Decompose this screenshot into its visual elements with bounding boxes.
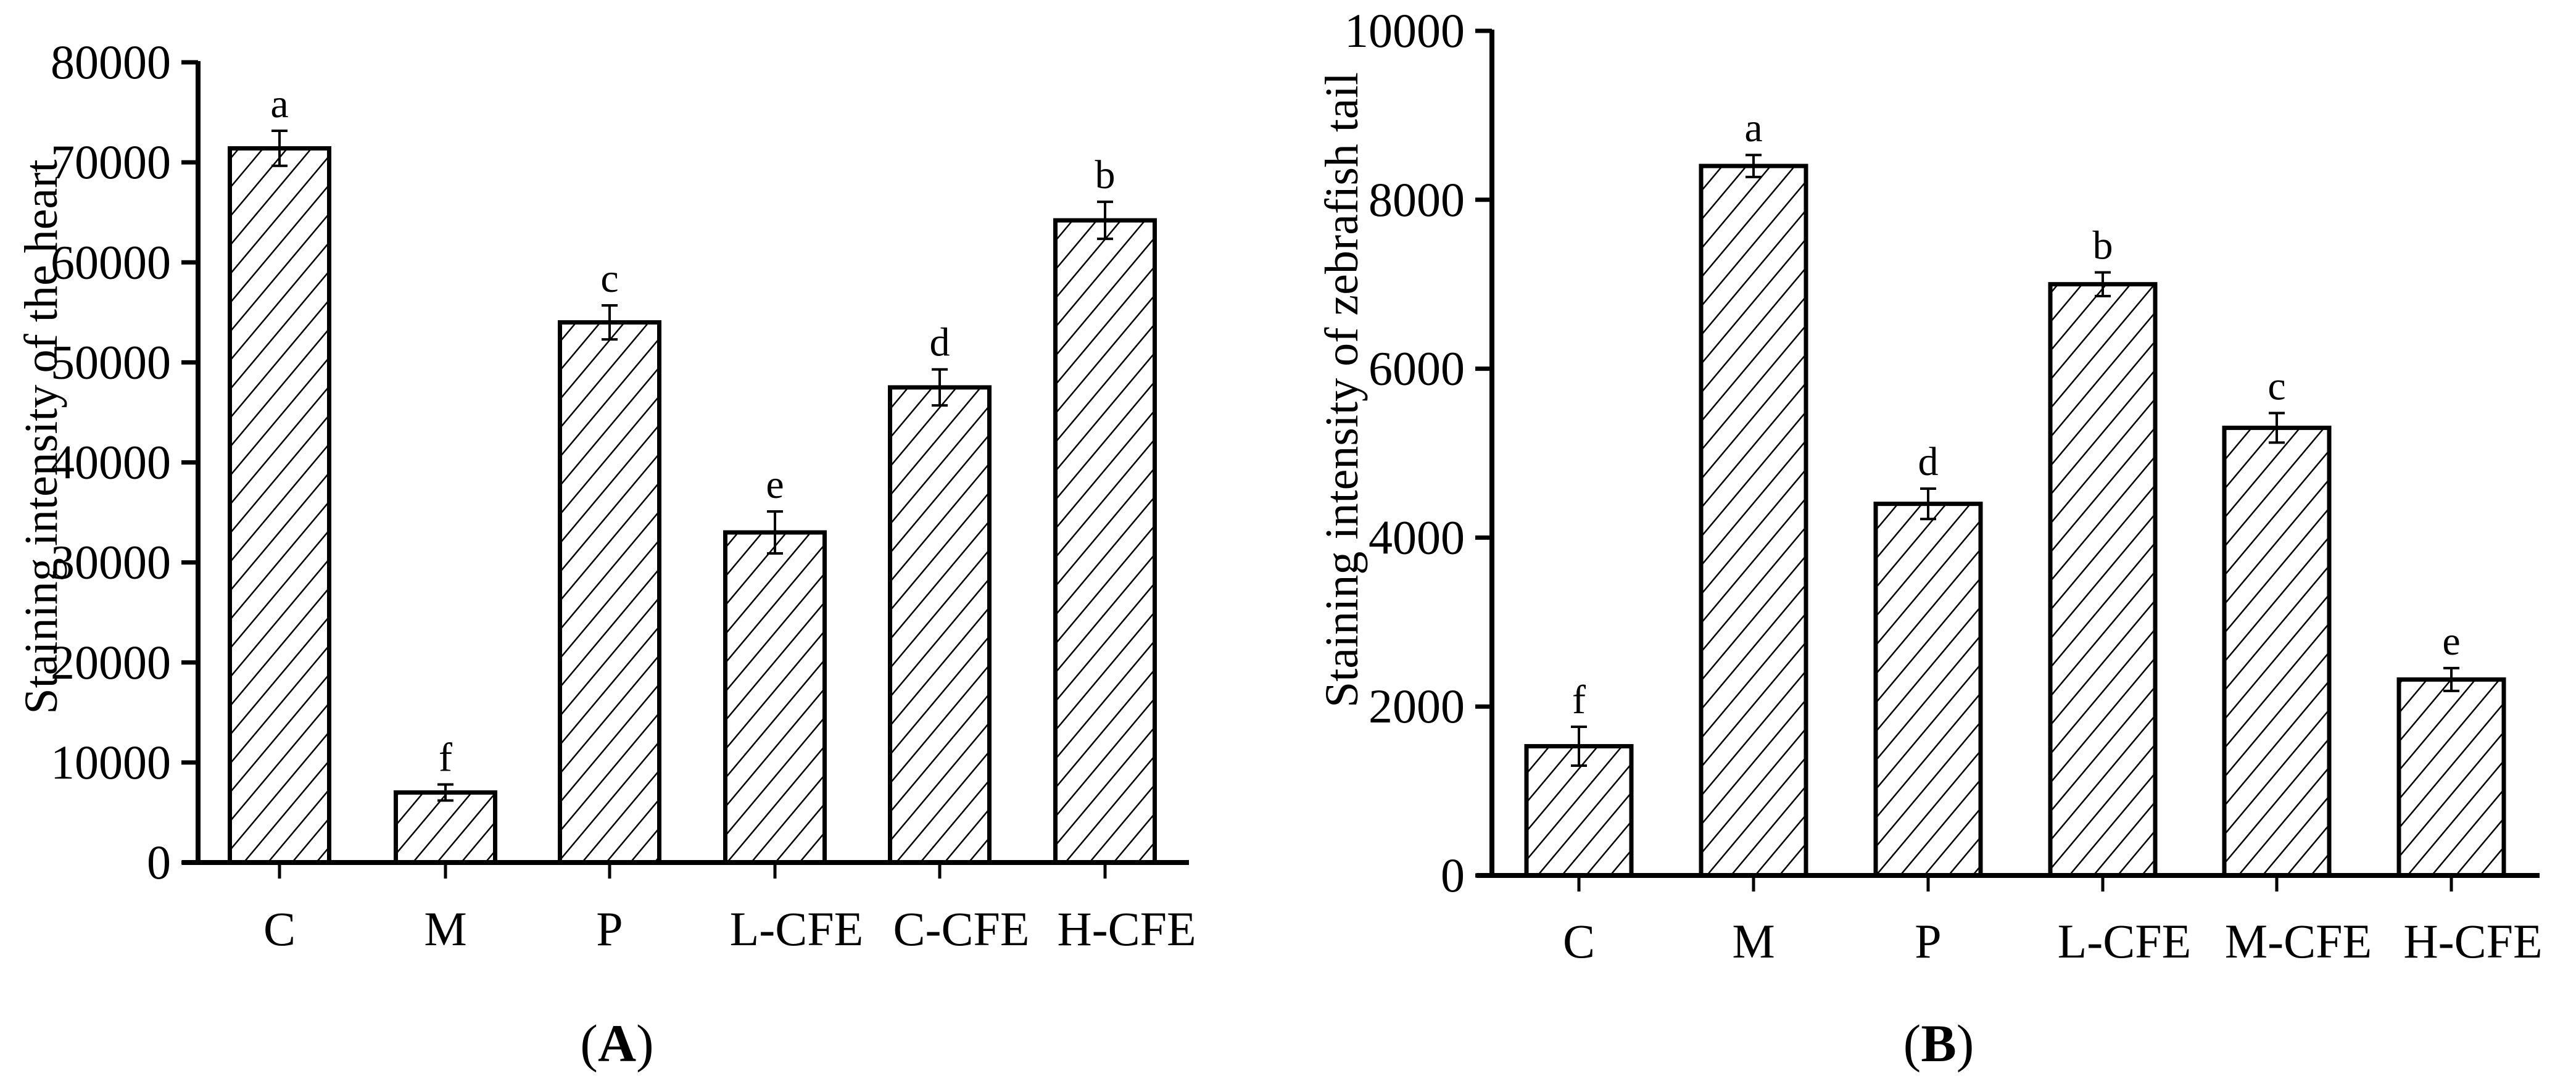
chart-panel-b: f a d b c e 0 2000 4000 6000 8000 10000 C M P L-CFE M-… xyxy=(1316,4,2543,1073)
error-bar xyxy=(767,510,783,555)
x-tick-label: P xyxy=(1915,914,1941,968)
panel-label-a: (A) xyxy=(580,1014,653,1073)
x-tick-label: P xyxy=(596,902,623,956)
significance-letter: e xyxy=(2442,619,2460,664)
y-tick-label: 10000 xyxy=(1344,4,1465,57)
y-axis: 0 2000 4000 6000 8000 10000 xyxy=(1344,4,1494,902)
error-bar xyxy=(2443,666,2459,692)
significance-letter: f xyxy=(1572,677,1586,722)
significance-letter: b xyxy=(1095,152,1116,197)
error-bar xyxy=(1571,726,1587,767)
x-tick-label: C-CFE xyxy=(893,902,1029,956)
y-tick-label: 6000 xyxy=(1369,342,1465,395)
bar-m xyxy=(1699,163,1808,878)
error-bar xyxy=(2269,412,2285,444)
y-axis: 0 10000 20000 30000 40000 50000 60000 70000 8000… xyxy=(51,35,201,889)
x-tick-label: L-CFE xyxy=(730,902,864,956)
y-tick-label: 70000 xyxy=(51,135,171,189)
error-bar xyxy=(1097,201,1113,241)
y-tick-label: 8000 xyxy=(1369,173,1465,226)
error-bar xyxy=(437,783,453,802)
error-bar xyxy=(602,304,618,341)
bar-l-cfe xyxy=(723,530,827,865)
y-tick-label: 80000 xyxy=(51,35,171,89)
y-tick-label: 10000 xyxy=(51,735,171,789)
bar-c xyxy=(228,146,331,865)
y-tick-label: 50000 xyxy=(51,335,171,389)
x-tick-label: H-CFE xyxy=(1057,902,1196,956)
x-tick-label: M-CFE xyxy=(2225,914,2372,968)
x-tick-label: C xyxy=(1563,914,1595,968)
error-bar xyxy=(932,368,948,407)
x-tick-label: C xyxy=(263,902,296,956)
panel-label-b: (B) xyxy=(1903,1014,1974,1073)
bar-h-cfe xyxy=(2396,677,2506,878)
significance-letter: a xyxy=(1744,106,1762,151)
x-axis: C M P L-CFE M-CFE H-CFE xyxy=(1476,873,2543,968)
x-tick-label: M xyxy=(424,902,466,956)
chart-panel-a: a f c e d b 0 10000 20000 30000 40000 50000 60000 70… xyxy=(15,35,1196,1073)
bar-p xyxy=(1873,502,1983,878)
x-tick-label: L-CFE xyxy=(2058,914,2192,968)
y-tick-label: 2000 xyxy=(1369,679,1465,733)
significance-letter: d xyxy=(1918,439,1939,484)
y-tick-label: 30000 xyxy=(51,536,171,589)
y-axis-title: Staining intensity of zebrafish tail xyxy=(1316,72,1368,708)
x-tick-label: M xyxy=(1732,914,1775,968)
y-tick-label: 0 xyxy=(1441,848,1465,902)
error-bar xyxy=(1746,154,1762,178)
y-tick-label: 40000 xyxy=(51,436,171,489)
y-tick-label: 0 xyxy=(147,835,171,889)
y-axis-title: Staining intensity of the heart xyxy=(15,159,67,714)
error-bar xyxy=(1920,487,1936,521)
significance-letter: a xyxy=(270,81,288,126)
bar-c-cfe xyxy=(888,385,992,865)
x-tick-label: H-CFE xyxy=(2403,914,2542,968)
x-axis: C M P L-CFE C-CFE H-CFE xyxy=(182,860,1196,956)
significance-letter: e xyxy=(766,462,784,507)
bar-l-cfe xyxy=(2048,282,2158,878)
significance-letter: d xyxy=(930,320,950,365)
significance-letter: c xyxy=(2267,363,2285,408)
y-tick-label: 20000 xyxy=(51,635,171,689)
significance-letter: b xyxy=(2093,223,2113,268)
error-bar xyxy=(2095,271,2111,297)
significance-letter: c xyxy=(600,256,618,301)
bar-h-cfe xyxy=(1053,218,1157,865)
bar-m xyxy=(394,790,497,865)
y-tick-label: 4000 xyxy=(1369,510,1465,564)
significance-letter: f xyxy=(439,735,452,780)
bar-m-cfe xyxy=(2222,425,2332,878)
error-bar xyxy=(271,130,288,167)
bars-group: f a d b c e xyxy=(1524,106,2506,878)
y-tick-label: 60000 xyxy=(51,235,171,289)
bar-p xyxy=(558,320,661,865)
bars-group: a f c e d b xyxy=(228,81,1157,865)
